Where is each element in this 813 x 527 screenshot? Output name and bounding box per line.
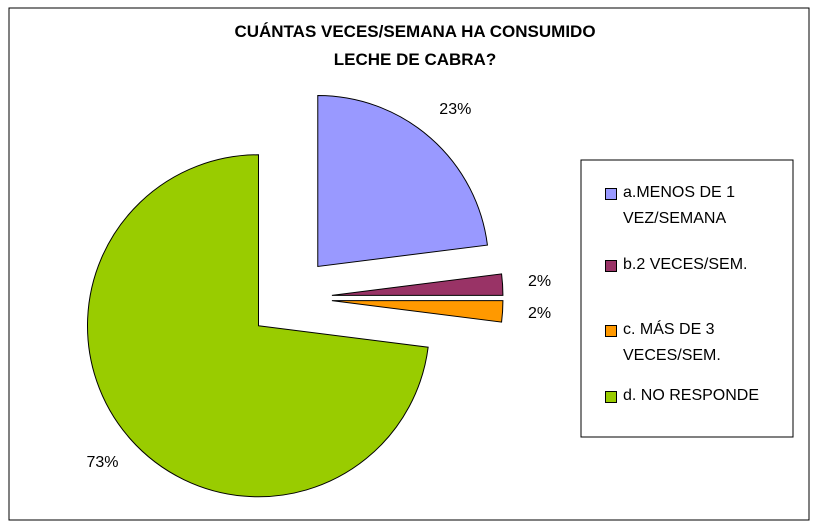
legend-label: c. MÁS DE 3 VECES/SEM. [623,321,721,364]
data-label: 23% [439,101,472,119]
legend-label: b.2 VECES/SEM. [623,256,748,273]
legend-swatch [605,391,617,403]
legend-box [580,159,794,438]
legend-swatch [605,188,617,200]
data-label: 2% [527,304,552,322]
chart-title: CUÁNTAS VECES/SEMANA HA CONSUMIDO LECHE … [234,22,596,69]
chart-border [8,7,810,521]
data-label: 2% [527,273,552,291]
pie-slice [317,94,488,268]
legend-label: a.MENOS DE 1 VEZ/SEMANA [623,184,736,227]
legend-swatch [605,260,617,272]
legend-swatch [605,325,617,337]
pie-slice [87,154,429,498]
data-label: 73% [86,454,119,472]
legend-label: d. NO RESPONDE [623,387,760,404]
pie-slice [331,300,504,323]
pie-slice [331,273,504,296]
